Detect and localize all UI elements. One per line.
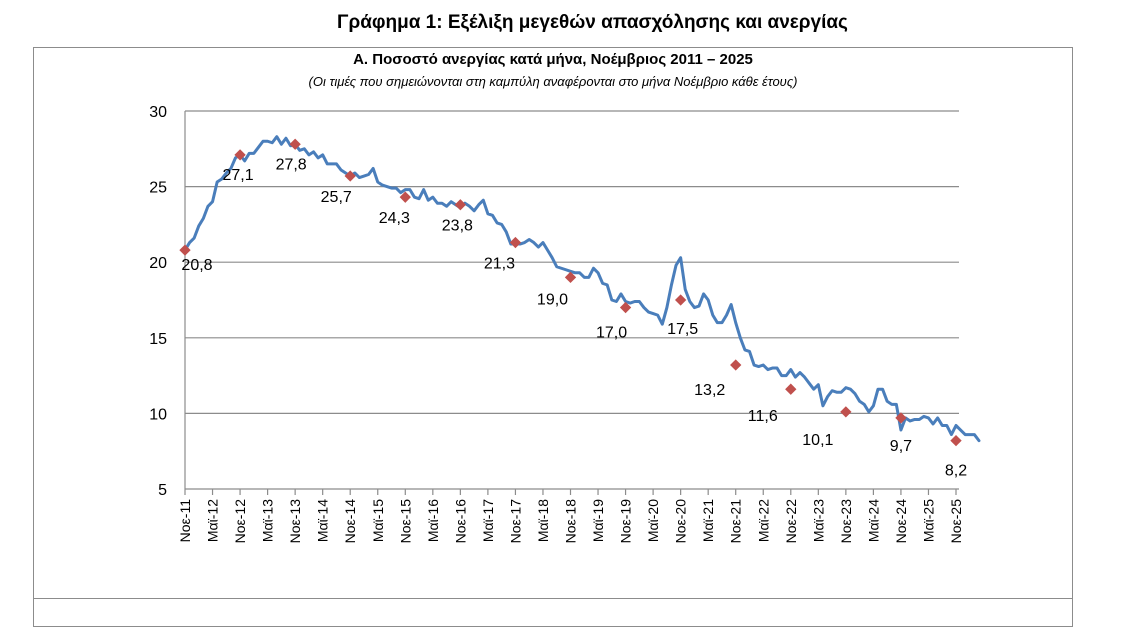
x-tick-label: Νοε-24 (893, 499, 909, 544)
figure-title: Γράφημα 1: Εξέλιξη μεγεθών απασχόλησης κ… (337, 12, 848, 33)
x-tick-label: Νοε-18 (563, 499, 579, 544)
annotation-marker (785, 383, 797, 395)
x-tick-label: Νοε-19 (618, 499, 634, 544)
annotation-marker (730, 359, 742, 371)
data-label: 25,7 (321, 189, 352, 206)
annotation-marker (674, 294, 687, 306)
x-tick-label: Νοε-16 (452, 499, 468, 544)
x-tick-label: Νοε-13 (287, 499, 303, 544)
chart-subtitle: (Οι τιμές που σημειώνονται στη καμπύλη α… (308, 74, 798, 89)
x-tick-label: Μαϊ-16 (425, 499, 441, 542)
frame-divider (33, 598, 1073, 599)
x-tick-label: Νοε-12 (232, 499, 248, 544)
annotation-marker (344, 170, 356, 182)
annotation-marker (895, 412, 907, 424)
y-tick-label: 20 (149, 255, 167, 272)
annotation-marker (399, 191, 411, 203)
x-tick-label: Μαϊ-17 (480, 499, 496, 542)
data-label: 8,2 (945, 463, 967, 480)
data-label: 27,8 (276, 156, 307, 173)
annotation-marker (840, 406, 852, 418)
data-label: 17,5 (667, 321, 698, 338)
series-polyline (183, 135, 981, 443)
y-axis-ticks: 5 10 15 20 25 30 (149, 104, 167, 499)
data-label: 9,7 (890, 438, 912, 455)
x-tick-label: Νοε-21 (728, 499, 744, 544)
x-tick-label: Μαϊ-20 (645, 499, 661, 542)
data-label: 19,0 (537, 291, 568, 308)
annotation-marker (564, 271, 577, 283)
data-label: 11,6 (748, 408, 778, 425)
x-tick-label: Μαϊ-21 (700, 499, 716, 542)
x-tick-label: Μαϊ-23 (810, 499, 826, 542)
x-tick-label: Νοε-11 (177, 499, 193, 543)
data-label: 20,8 (181, 257, 212, 274)
x-tick-label: Νοε-20 (673, 499, 689, 544)
data-label: 10,1 (802, 432, 833, 449)
x-axis: Νοε-11 Μαϊ-12 Νοε-12 Μαϊ-13 Νοε-13 Μαϊ-14 Νοε-… (177, 111, 964, 543)
data-labels: 20,8 27,1 27,8 25,7 24,3 23,8 21,3 19,0 17,0 17,5… (181, 156, 967, 479)
data-label: 13,2 (694, 382, 725, 399)
y-tick-label: 30 (149, 104, 167, 121)
data-label: 23,8 (442, 218, 473, 235)
y-tick-label: 10 (149, 406, 167, 423)
y-tick-label: 15 (149, 331, 167, 348)
series-line (183, 135, 981, 443)
annotation-marker (234, 149, 246, 161)
data-label: 17,0 (596, 325, 627, 342)
annotation-marker (179, 244, 191, 256)
data-label: 24,3 (379, 210, 410, 227)
x-tick-label: Μαϊ-14 (315, 499, 331, 542)
x-tick-label: Μαϊ-24 (865, 499, 881, 542)
x-tick-label: Μαϊ-18 (535, 499, 551, 542)
x-tick-label: Νοε-14 (342, 499, 358, 544)
y-tick-label: 5 (158, 482, 167, 499)
annotation-markers (179, 138, 962, 447)
x-tick-label: Μαϊ-13 (260, 499, 276, 542)
data-label: 27,1 (223, 167, 254, 184)
annotation-marker (454, 199, 467, 211)
x-tick-label: Νοε-25 (948, 499, 964, 544)
x-tick-label: Νοε-15 (397, 499, 413, 544)
annotation-marker (619, 301, 632, 314)
x-tick-label: Νοε-17 (507, 499, 523, 544)
gridlines (185, 110, 959, 414)
x-tick-label: Μαϊ-25 (920, 499, 936, 542)
x-tick-label: Μαϊ-19 (590, 499, 606, 542)
x-tick-label: Μαϊ-22 (755, 499, 771, 542)
x-tick-label: Νοε-22 (783, 499, 799, 544)
chart-title: Α. Ποσοστό ανεργίας κατά μήνα, Νοέμβριος… (353, 51, 753, 68)
x-tick-label: Μαϊ-12 (205, 499, 221, 542)
y-tick-label: 25 (149, 180, 167, 197)
annotation-marker (289, 138, 301, 150)
annotation-marker (950, 434, 962, 447)
annotation-marker (509, 236, 522, 249)
x-tick-label: Νοε-23 (838, 499, 854, 544)
x-tick-label: Μαϊ-15 (370, 499, 386, 542)
data-label: 21,3 (484, 256, 515, 273)
